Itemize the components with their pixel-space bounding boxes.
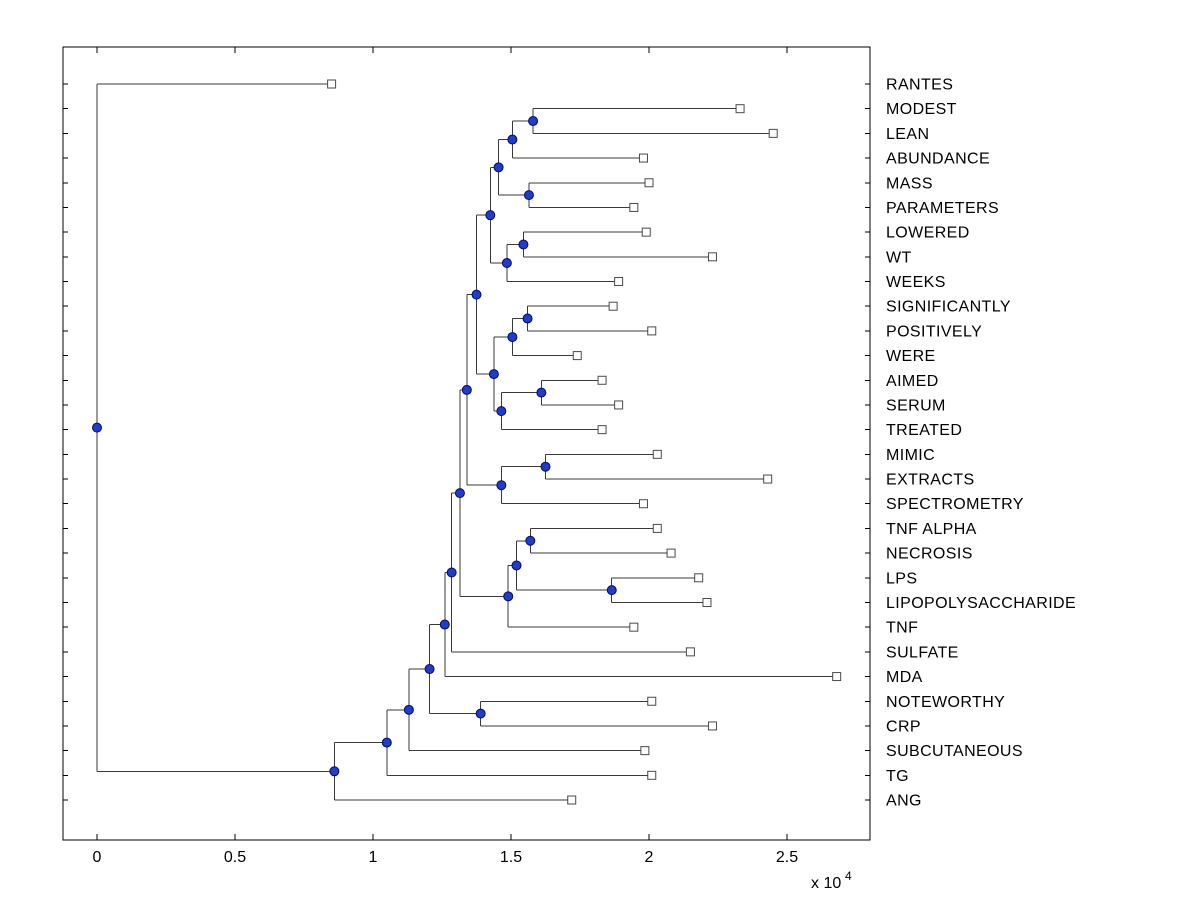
axis-multiplier-exponent: 4	[845, 869, 852, 883]
leaf-marker[interactable]	[638, 499, 648, 509]
leaf-marker[interactable]	[707, 721, 717, 731]
leaf-marker[interactable]	[638, 153, 648, 163]
branch-node[interactable]	[511, 560, 522, 571]
leaf-marker[interactable]	[685, 647, 695, 657]
leaf-marker[interactable]	[666, 548, 676, 558]
leaf-marker[interactable]	[768, 128, 778, 138]
leaf-label[interactable]: CRP	[886, 718, 921, 735]
x-axis-tick-label: 2.5	[776, 849, 798, 866]
branch-node[interactable]	[496, 480, 507, 491]
branch-node[interactable]	[454, 488, 465, 499]
leaf-label[interactable]: EXTRACTS	[886, 472, 975, 489]
leaf-label[interactable]: NECROSIS	[886, 546, 973, 563]
branch-node[interactable]	[446, 567, 457, 578]
leaf-marker[interactable]	[763, 474, 773, 484]
leaf-label[interactable]: AIMED	[886, 373, 939, 390]
leaf-marker[interactable]	[647, 696, 657, 706]
leaf-marker[interactable]	[629, 622, 639, 632]
leaf-label[interactable]: POSITIVELY	[886, 323, 982, 340]
branch-node[interactable]	[461, 384, 472, 395]
branch-node[interactable]	[496, 406, 507, 417]
leaf-marker[interactable]	[614, 400, 624, 410]
x-axis-tick-label: 0	[93, 849, 102, 866]
leaf-marker[interactable]	[597, 425, 607, 435]
leaf-label[interactable]: RANTES	[886, 77, 953, 94]
leaf-marker[interactable]	[735, 104, 745, 114]
leaf-marker[interactable]	[629, 202, 639, 212]
leaf-label[interactable]: ANG	[886, 793, 922, 810]
leaf-label[interactable]: SERUM	[886, 397, 946, 414]
leaf-label[interactable]: PARAMETERS	[886, 200, 999, 217]
branch-node[interactable]	[403, 704, 414, 715]
leaf-label[interactable]: TG	[886, 768, 909, 785]
leaf-marker[interactable]	[641, 227, 651, 237]
leaf-label[interactable]: ABUNDANCE	[886, 151, 990, 168]
branch-node[interactable]	[507, 332, 518, 343]
branch-node[interactable]	[485, 210, 496, 221]
x-axis-tick-label: 2	[645, 849, 654, 866]
branch-node[interactable]	[507, 134, 518, 145]
leaf-label[interactable]: SULFATE	[886, 644, 959, 661]
leaf-label[interactable]: TREATED	[886, 422, 962, 439]
leaf-marker[interactable]	[652, 449, 662, 459]
leaf-marker[interactable]	[327, 79, 337, 89]
branch-node[interactable]	[475, 708, 486, 719]
axis-multiplier-base: x 10	[811, 875, 841, 892]
leaf-marker[interactable]	[647, 770, 657, 780]
leaf-marker[interactable]	[608, 301, 618, 311]
branch-node[interactable]	[329, 766, 340, 777]
leaf-label[interactable]: LEAN	[886, 126, 929, 143]
leaf-marker[interactable]	[647, 326, 657, 336]
leaf-marker[interactable]	[652, 523, 662, 533]
leaf-label[interactable]: LIPOPOLYSACCHARIDE	[886, 595, 1076, 612]
branch-node[interactable]	[606, 585, 617, 596]
leaf-label[interactable]: LPS	[886, 570, 917, 587]
leaf-marker[interactable]	[640, 746, 650, 756]
branch-node[interactable]	[523, 190, 534, 201]
leaf-marker[interactable]	[644, 178, 654, 188]
branch-node[interactable]	[493, 162, 504, 173]
leaf-label[interactable]: SPECTROMETRY	[886, 496, 1024, 513]
leaf-label[interactable]: NOTEWORTHY	[886, 694, 1005, 711]
x-axis-tick-label: 0.5	[224, 849, 246, 866]
leaf-label[interactable]: MIMIC	[886, 447, 935, 464]
leaf-label[interactable]: WERE	[886, 348, 936, 365]
leaf-label[interactable]: WT	[886, 249, 912, 266]
branch-node[interactable]	[439, 619, 450, 630]
x-axis-tick-label: 1	[369, 849, 378, 866]
leaf-label[interactable]: MASS	[886, 175, 933, 192]
leaf-label[interactable]: SUBCUTANEOUS	[886, 743, 1023, 760]
leaf-label[interactable]: TNF	[886, 620, 918, 637]
leaf-marker[interactable]	[614, 277, 624, 287]
leaf-marker[interactable]	[597, 375, 607, 385]
branch-node[interactable]	[503, 591, 514, 602]
branch-node[interactable]	[522, 313, 533, 324]
x-axis-tick-label: 1.5	[500, 849, 522, 866]
leaf-label[interactable]: SIGNIFICANTLY	[886, 299, 1011, 316]
leaf-label[interactable]: MODEST	[886, 101, 957, 118]
leaf-marker[interactable]	[707, 252, 717, 262]
branch-node[interactable]	[528, 116, 539, 127]
leaf-marker[interactable]	[572, 351, 582, 361]
leaf-label[interactable]: MDA	[886, 669, 923, 686]
leaf-marker[interactable]	[702, 597, 712, 607]
leaf-label[interactable]: TNF ALPHA	[886, 521, 977, 538]
branch-node[interactable]	[92, 422, 102, 433]
leaf-label[interactable]: LOWERED	[886, 225, 970, 242]
branch-node[interactable]	[501, 258, 512, 269]
branch-node[interactable]	[488, 369, 499, 380]
branch-node[interactable]	[536, 387, 547, 398]
branch-node[interactable]	[424, 664, 435, 675]
leaf-marker[interactable]	[832, 672, 842, 682]
leaf-label[interactable]: WEEKS	[886, 274, 946, 291]
leaf-marker[interactable]	[694, 573, 704, 583]
branch-node[interactable]	[518, 239, 529, 250]
branch-node[interactable]	[381, 737, 392, 748]
branch-node[interactable]	[471, 289, 482, 300]
branch-node[interactable]	[525, 535, 536, 546]
branch-node[interactable]	[540, 461, 551, 472]
leaf-marker[interactable]	[567, 795, 577, 805]
